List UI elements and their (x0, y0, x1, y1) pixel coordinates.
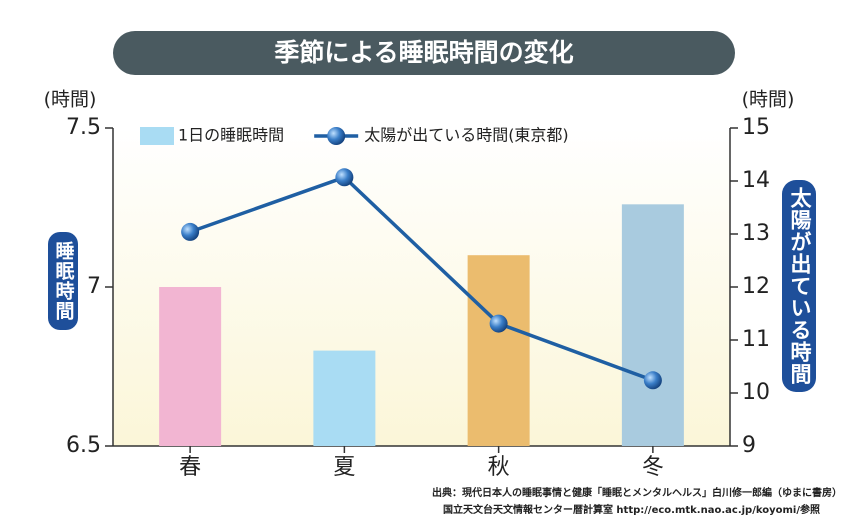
y2-tick-label: 9 (742, 433, 756, 458)
y-tick-label: 7 (87, 274, 101, 299)
y-axis-label: 睡眠時間 (53, 241, 75, 321)
x-tick-label: 冬 (642, 455, 664, 480)
y-tick-label: 6.5 (66, 433, 101, 458)
legend-swatch (140, 127, 174, 145)
y-tick-label: 7.5 (66, 115, 101, 140)
y-unit: (時間) (44, 89, 97, 111)
y2-tick-label: 13 (742, 221, 770, 246)
y2-tick-label: 12 (742, 274, 770, 299)
y2-tick-label: 10 (742, 380, 770, 405)
x-tick-label: 春 (179, 455, 201, 480)
legend-label: 1日の睡眠時間 (178, 126, 284, 145)
bar (313, 350, 376, 446)
y2-tick-label: 15 (742, 115, 770, 140)
source-line: 国立天文台天文情報センター暦計算室 http://eco.mtk.nao.ac.… (443, 503, 820, 516)
bar (467, 255, 530, 446)
marker (643, 371, 662, 390)
legend-label: 太陽が出ている時間(東京都) (364, 126, 569, 145)
bar (159, 287, 222, 446)
y2-tick-label: 14 (742, 168, 770, 193)
chart-title: 季節による睡眠時間の変化 (274, 38, 573, 67)
x-tick-label: 秋 (488, 455, 510, 480)
marker (335, 168, 354, 187)
y2-label-box (782, 180, 816, 392)
x-tick-label: 夏 (333, 455, 355, 480)
marker (181, 222, 200, 241)
y-label-box (48, 232, 78, 330)
bar (621, 204, 684, 446)
marker (489, 314, 508, 333)
title-pill (113, 31, 735, 75)
y2-unit: (時間) (742, 89, 795, 111)
line (189, 175, 654, 382)
y2-tick-label: 11 (742, 327, 770, 352)
legend-swatch (327, 127, 346, 145)
source-line: 出典：現代日本人の睡眠事情と健康「睡眠とメンタルヘルス」白川修一郎編（ゆまに書房… (432, 486, 842, 499)
y2-axis-label: 太陽が出ている時間 (788, 187, 812, 385)
